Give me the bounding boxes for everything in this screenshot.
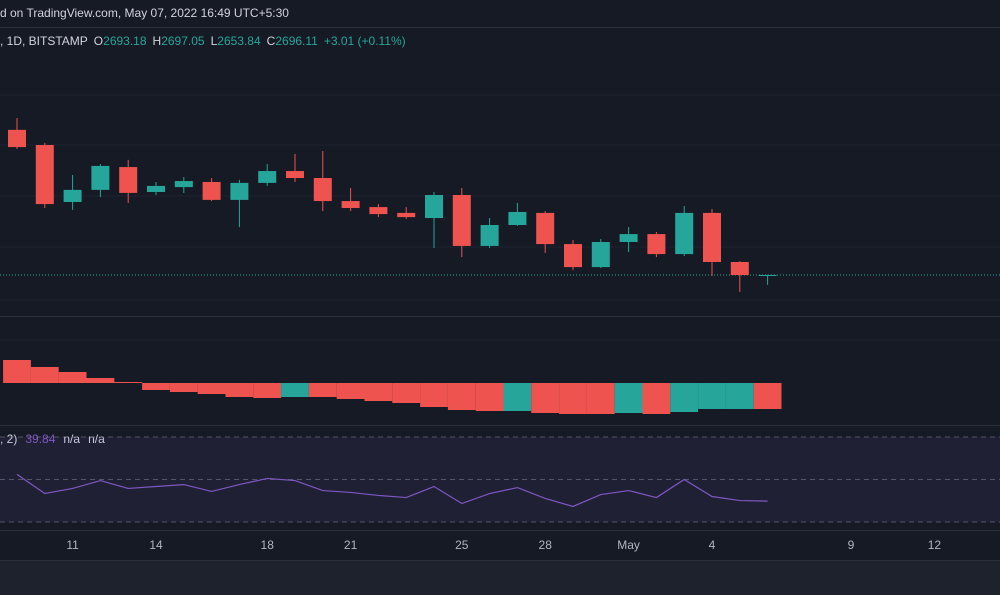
candle-body [508,211,527,226]
histogram-bar [225,383,254,397]
ohlc-value: 2693.18 [103,34,147,48]
candle-body [536,212,555,245]
histogram-bar [642,383,671,414]
symbol-info: , 1D, BITSTAMP [0,34,88,48]
x-tick-label: 25 [455,538,469,552]
ohlc-value: 2697.05 [161,34,205,48]
candle-body [591,241,610,268]
histogram-bar [586,383,615,414]
histogram-bar [753,383,782,409]
histogram-bar [447,383,476,410]
histogram-bar [169,383,198,392]
ohlc-letter: C [267,34,276,48]
candle-body [619,234,638,242]
histogram-bar [86,378,115,383]
candle-body [313,178,332,202]
candle-body [369,207,388,215]
x-tick-label: May [617,538,640,552]
candle-body [480,225,499,246]
candle-body [647,234,666,255]
candle-body [425,194,443,219]
histogram-bar [392,383,421,403]
histogram-bar [253,383,282,398]
x-tick-label: 18 [261,538,275,552]
x-tick-label: 9 [848,538,855,552]
candle-body [202,181,221,200]
x-tick-label: 28 [539,538,553,552]
candle-body [119,167,138,193]
ohlc-letter: H [153,34,162,48]
ohlc-letter: L [211,34,218,48]
bottom-bar [0,560,1000,595]
candle-body [8,129,26,148]
candle-body [91,165,110,190]
candle-body [174,181,193,188]
histogram-bar [670,383,699,412]
candle-body [286,171,304,179]
ohlc-letter: O [94,34,103,48]
candle-body [147,185,165,192]
ohlc-value: 2653.84 [217,34,261,48]
histogram-bar [114,382,143,383]
histogram-bar [475,383,504,411]
histogram-bar [281,383,309,397]
rsi-line [16,473,768,508]
change-value: +3.01 (+0.11%) [324,34,406,48]
histogram-bar [614,383,643,413]
x-tick-label: 14 [149,538,163,552]
rsi-legend: , 2) [0,432,17,446]
histogram-bar [308,383,337,397]
rsi-na: n/a [88,432,105,446]
candle-body [258,171,277,183]
x-tick-label: 4 [709,538,716,552]
candle-body [230,182,249,200]
candle-body [703,212,721,262]
candle-body [675,212,694,255]
rsi-value: 39.84 [25,432,55,446]
histogram-bar [142,383,170,390]
candle-body [63,189,82,202]
background-grid [0,94,1000,341]
candle-body [730,261,749,276]
rsi-na: n/a [63,432,80,446]
candle-body [564,244,582,268]
candle-body [397,212,416,218]
histogram-bar [531,383,560,413]
header-text: d on TradingView.com, May 07, 2022 16:49… [0,6,289,20]
histogram-bar [698,383,726,409]
candle-body [452,194,471,246]
histogram-bar [503,383,532,411]
histogram-bar [559,383,587,414]
candle-body [758,274,777,276]
histogram-bar [58,372,87,383]
histogram-bar [3,360,31,383]
legend: , 1D, BITSTAMP O 2693.18 H 2697.05 L 2653.84 C 2… [0,34,406,446]
x-tick-label: 11 [66,538,79,552]
ohlc-value: 2696.11 [275,34,318,48]
x-tick-label: 21 [344,538,358,552]
candle-body [35,144,54,205]
histogram-bar [420,383,448,407]
histogram-bar [30,367,59,383]
histogram-bar [364,383,393,401]
histogram-bar [197,383,226,394]
histogram-bar [725,383,754,409]
histogram-bar [336,383,365,399]
x-tick-label: 12 [928,538,942,552]
candle-body [341,201,360,209]
